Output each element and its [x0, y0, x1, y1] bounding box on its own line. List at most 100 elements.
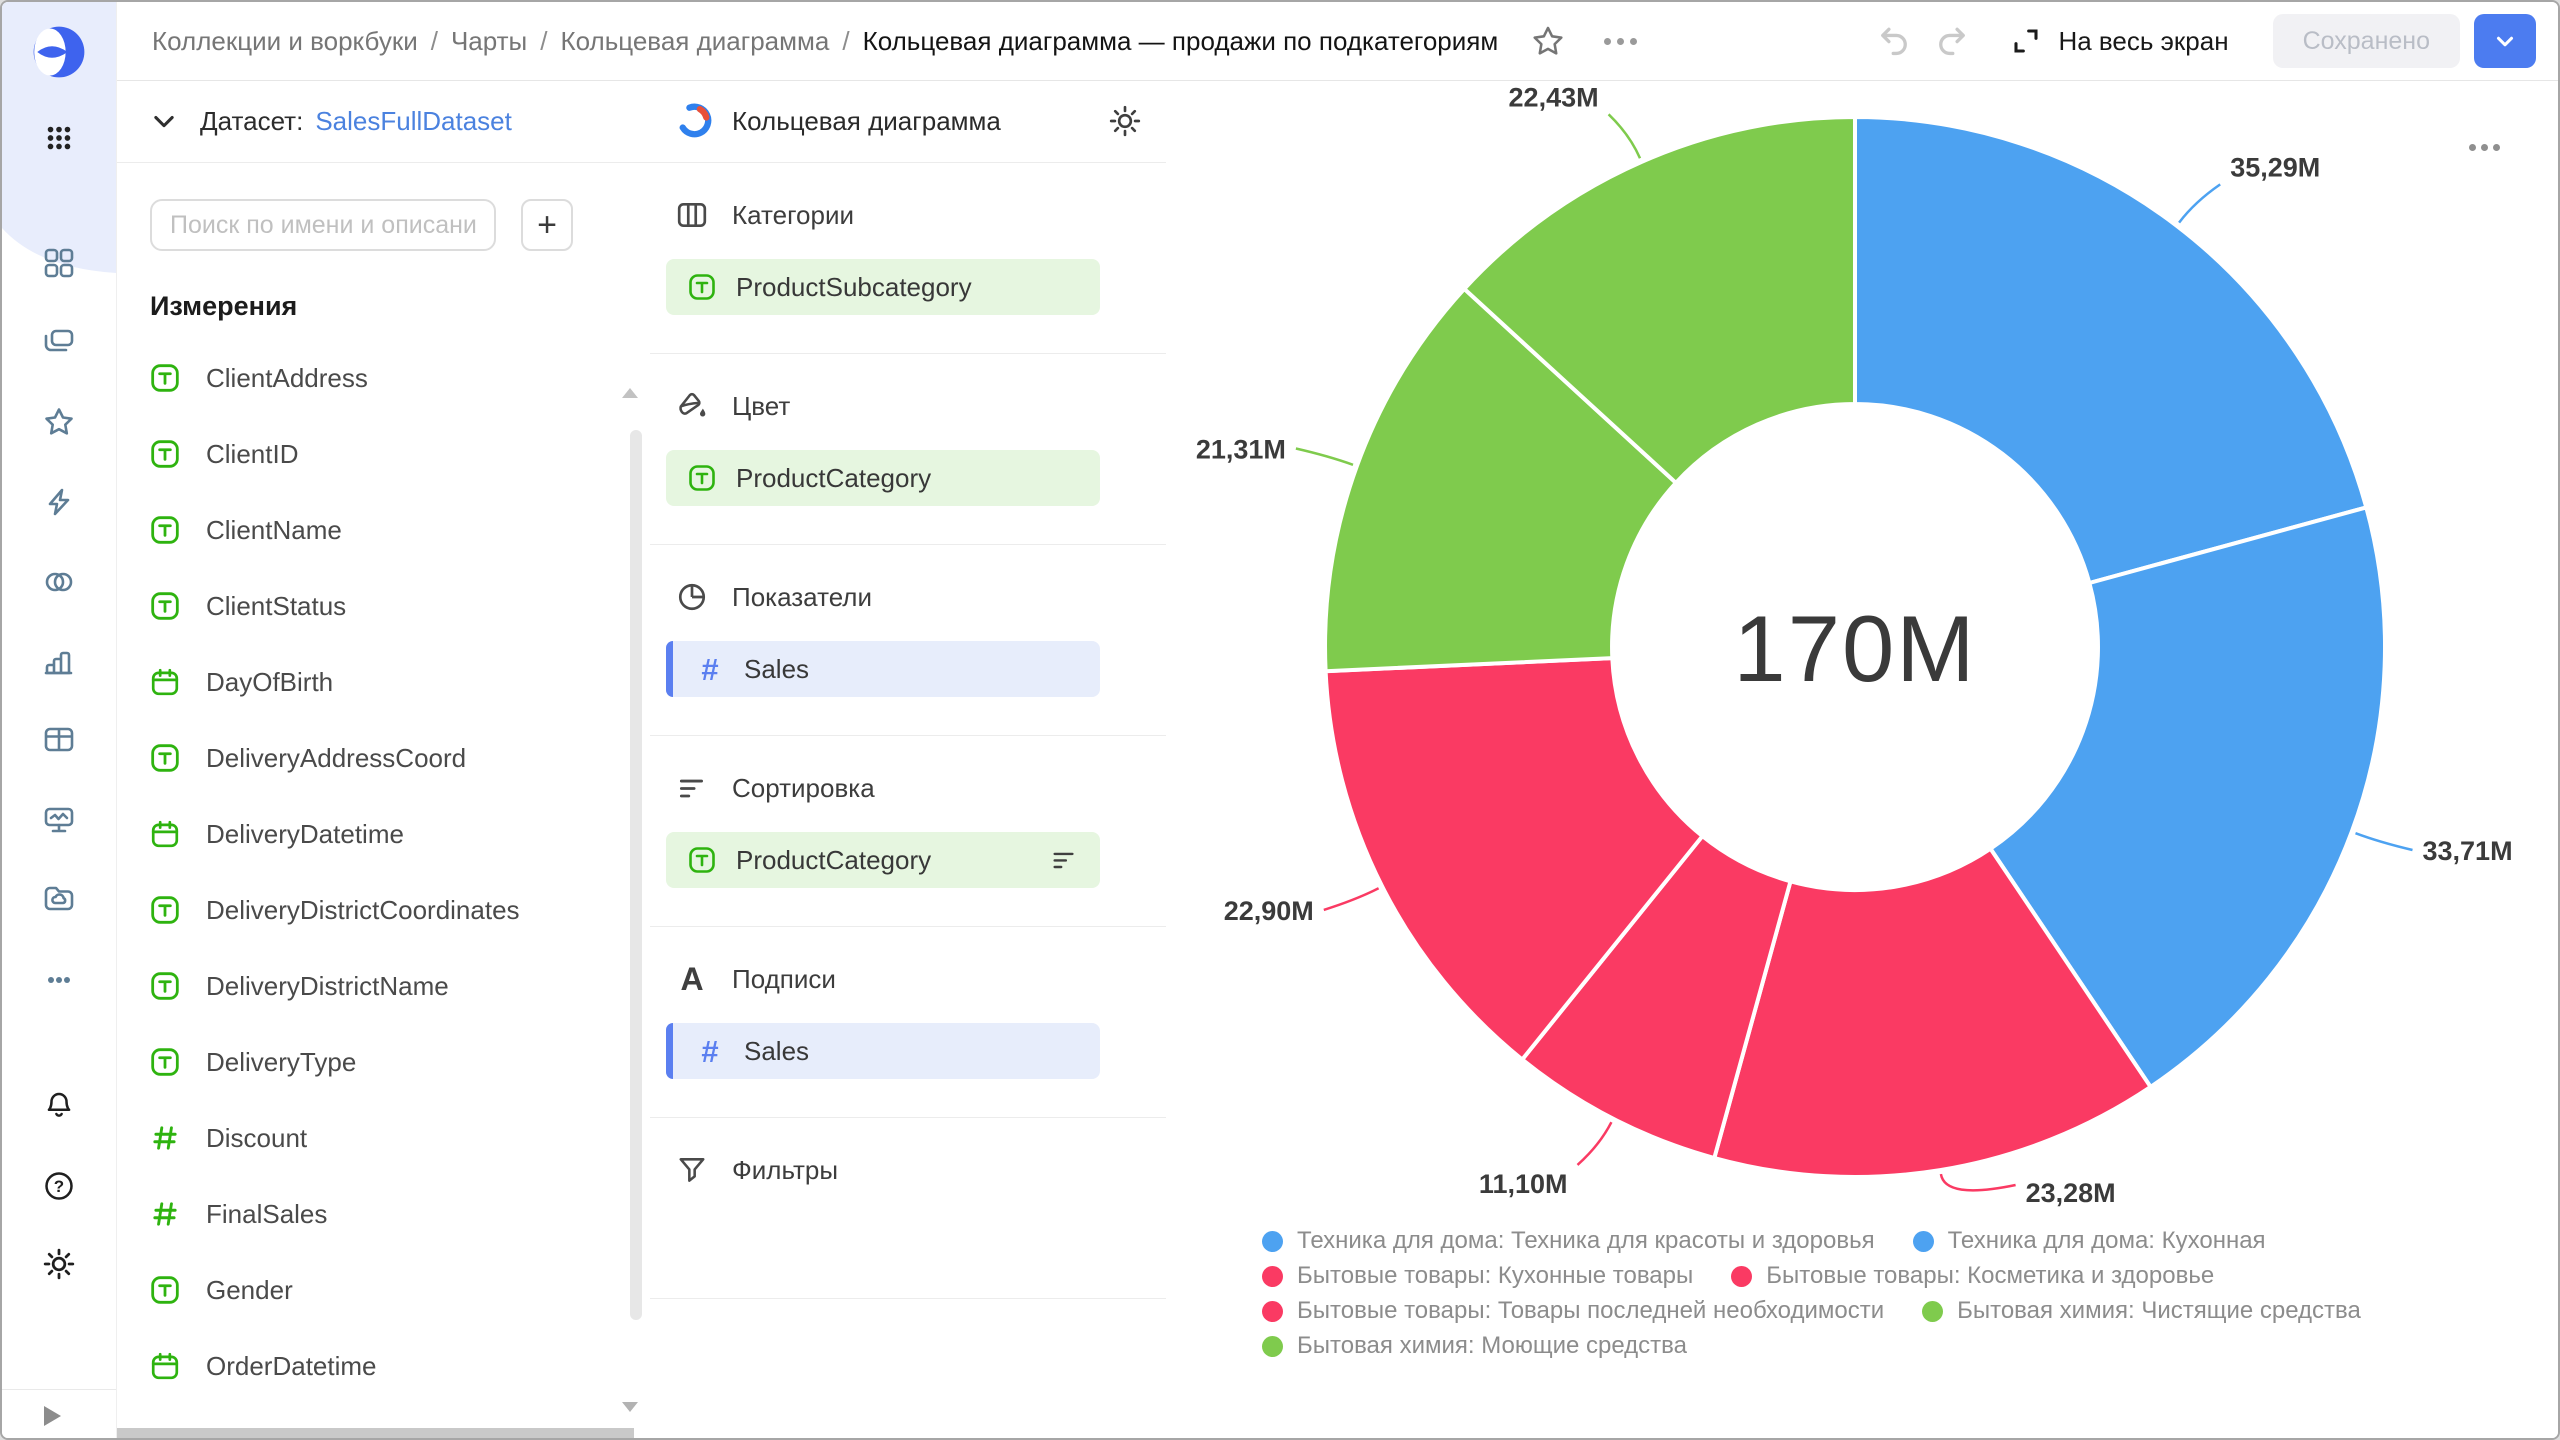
field-row[interactable]: DeliveryType	[116, 1024, 650, 1100]
field-row[interactable]: OrderDatetime	[116, 1328, 650, 1404]
slice-value-label: 21,31M	[1196, 435, 1286, 465]
save-dropdown-button[interactable]	[2474, 14, 2536, 68]
quick-actions-icon[interactable]	[42, 485, 76, 519]
chip-label: Sales	[744, 1035, 810, 1066]
field-search-input[interactable]	[150, 199, 496, 251]
legend-dot-icon	[1262, 1230, 1283, 1252]
legend-item[interactable]: Бытовые товары: Косметика и здоровье	[1731, 1262, 2214, 1290]
page-title: Кольцевая диаграмма — продажи по подкате…	[862, 25, 1499, 56]
apps-grid-icon[interactable]	[43, 122, 75, 154]
scroll-up-arrow-icon[interactable]	[622, 388, 638, 398]
chip-label: Sales	[744, 653, 810, 684]
section-categories: Категории ProductSubcategory	[650, 163, 1166, 354]
field-row[interactable]: ClientID	[116, 416, 650, 492]
fullscreen-icon[interactable]	[2010, 25, 2042, 57]
section-color: Цвет ProductCategory	[650, 354, 1166, 545]
section-label: Фильтры	[732, 1154, 839, 1185]
field-row[interactable]: DeliveryDatetime	[116, 796, 650, 872]
chip-productsubcategory[interactable]: ProductSubcategory	[666, 259, 1100, 315]
field-row[interactable]: FinalSales	[116, 1176, 650, 1252]
horizontal-scrollbar[interactable]	[116, 1428, 634, 1438]
help-icon[interactable]: ?	[42, 1169, 76, 1203]
field-row[interactable]: Discount	[116, 1100, 650, 1176]
legend-row: Бытовые товары: Кухонные товары Бытовые т…	[1262, 1261, 2542, 1291]
breadcrumb-charts[interactable]: Чарты	[450, 25, 528, 56]
sort-direction-icon[interactable]	[1050, 846, 1078, 874]
slice-value-label: 22,90M	[1224, 896, 1314, 926]
connections-icon[interactable]	[42, 565, 76, 599]
chip-productcategory-color[interactable]: ProductCategory	[666, 450, 1100, 506]
text-type-icon	[150, 439, 180, 469]
chart-legend: Техника для дома: Техника для красоты и …	[1262, 1226, 2542, 1366]
favorite-star-icon[interactable]	[1531, 24, 1565, 58]
chip-label: ProductCategory	[736, 844, 932, 875]
title-more-icon[interactable]	[1604, 37, 1638, 45]
chip-sales-measure[interactable]: # Sales	[666, 641, 1100, 697]
slice-value-label: 23,28M	[2026, 1178, 2116, 1208]
chart-more-icon[interactable]	[2463, 138, 2506, 157]
redo-icon[interactable]	[1934, 23, 1970, 59]
monitoring-icon[interactable]	[42, 803, 76, 837]
saved-button[interactable]: Сохранено	[2272, 14, 2460, 68]
vertical-scrollbar[interactable]	[630, 430, 642, 1320]
notifications-bell-icon[interactable]	[42, 1089, 76, 1123]
legend-item[interactable]: Бытовые товары: Кухонные товары	[1262, 1262, 1693, 1290]
scroll-down-arrow-icon[interactable]	[622, 1402, 638, 1412]
field-row[interactable]: DayOfBirth	[116, 644, 650, 720]
tables-icon[interactable]	[42, 723, 76, 757]
legend-row: Бытовая химия: Моющие средства	[1262, 1331, 2542, 1361]
breadcrumb-ring-chart[interactable]: Кольцевая диаграмма	[560, 25, 830, 56]
field-row[interactable]: ClientName	[116, 492, 650, 568]
donut-slice[interactable]	[1323, 286, 1679, 674]
expand-rail-icon[interactable]	[44, 1406, 61, 1426]
chevron-down-icon[interactable]	[150, 107, 178, 135]
field-row[interactable]: ClientStatus	[116, 568, 650, 644]
workbooks-icon[interactable]	[42, 325, 76, 359]
undo-icon[interactable]	[1876, 23, 1912, 59]
dashboards-icon[interactable]	[42, 246, 76, 280]
favorites-icon[interactable]	[42, 405, 76, 439]
slice-label-leader	[1939, 1173, 2016, 1192]
more-icon[interactable]	[42, 963, 76, 997]
legend-item[interactable]: Техника для дома: Кухонная	[1912, 1227, 2266, 1255]
chart-settings-gear-icon[interactable]	[1108, 104, 1142, 138]
field-row[interactable]: ClientAddress	[116, 340, 650, 416]
chip-productcategory-sort[interactable]: ProductCategory	[666, 832, 1100, 888]
add-field-button[interactable]: +	[521, 199, 573, 251]
fullscreen-label[interactable]: На весь экран	[2058, 25, 2229, 56]
field-row[interactable]: Gender	[116, 1252, 650, 1328]
storage-folder-icon[interactable]	[42, 882, 76, 916]
dataset-name-link[interactable]: SalesFullDataset	[315, 105, 512, 136]
funnel-icon	[676, 1154, 708, 1186]
chart-type-label[interactable]: Кольцевая диаграмма	[732, 105, 1001, 136]
chart-config-panel: Кольцевая диаграмма Категории ProductSub	[650, 80, 1167, 1438]
text-type-icon	[688, 464, 716, 492]
legend-item[interactable]: Бытовая химия: Чистящие средства	[1922, 1297, 2361, 1325]
donut-slice[interactable]	[1987, 504, 2387, 1090]
text-type-icon	[688, 273, 716, 301]
legend-dot-icon	[1262, 1335, 1283, 1357]
field-row[interactable]: DeliveryDistrictCoordinates	[116, 872, 650, 948]
legend-label: Бытовые товары: Товары последней необход…	[1297, 1297, 1885, 1324]
breadcrumb-collections[interactable]: Коллекции и воркбуки	[152, 25, 418, 56]
section-label: Цвет	[732, 390, 791, 421]
charts-icon[interactable]	[42, 645, 76, 679]
datalens-logo-icon[interactable]	[30, 23, 88, 81]
chip-sales-label[interactable]: # Sales	[666, 1023, 1100, 1079]
field-row[interactable]: DeliveryAddressCoord	[116, 720, 650, 796]
donut-slice[interactable]	[1711, 845, 2154, 1179]
section-labels: A Подписи # Sales	[650, 927, 1166, 1118]
donut-slice[interactable]	[1461, 114, 1857, 486]
breadcrumb-separator: /	[430, 25, 438, 56]
dataset-selector[interactable]: Датасет: SalesFullDataset	[116, 80, 650, 163]
donut-chart-type-icon[interactable]	[674, 102, 712, 140]
settings-gear-icon[interactable]	[42, 1247, 76, 1281]
legend-item[interactable]: Техника для дома: Техника для красоты и …	[1262, 1227, 1875, 1255]
field-row[interactable]: DeliveryDistrictName	[116, 948, 650, 1024]
donut-slice[interactable]	[1323, 656, 1706, 1063]
donut-slice[interactable]	[1853, 114, 2369, 586]
legend-item[interactable]: Бытовые товары: Товары последней необход…	[1262, 1297, 1884, 1325]
legend-item[interactable]: Бытовая химия: Моющие средства	[1262, 1332, 1687, 1360]
calendar-icon	[150, 819, 180, 849]
